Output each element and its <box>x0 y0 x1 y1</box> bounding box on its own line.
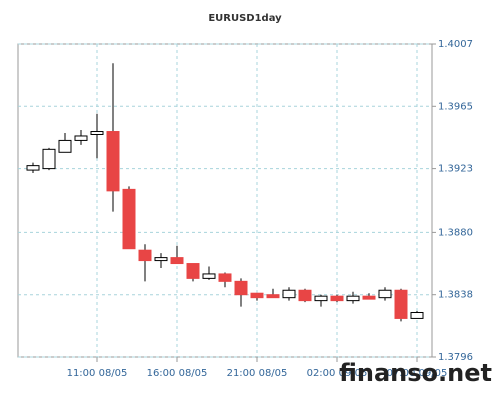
y-tick-label: 1.3838 <box>438 290 473 301</box>
candle-body <box>298 289 312 302</box>
x-tick-label: 07:00 09/05 <box>387 368 448 379</box>
candle-body <box>330 295 344 302</box>
candle-body <box>394 289 408 319</box>
x-tick-label: 16:00 08/05 <box>147 368 208 379</box>
candle-body <box>26 165 40 171</box>
candle-body <box>170 257 184 265</box>
y-tick-label: 1.3923 <box>438 164 473 175</box>
candle-body <box>250 292 264 299</box>
candle-body <box>90 131 104 135</box>
candle-body <box>106 131 120 192</box>
x-tick-label: 11:00 08/05 <box>67 368 128 379</box>
candle-body <box>266 294 280 299</box>
candle-body <box>234 280 248 296</box>
candle-body <box>410 311 424 319</box>
x-tick-label: 21:00 08/05 <box>227 368 288 379</box>
y-tick-label: 1.3965 <box>438 101 473 112</box>
watermark: finanso.net <box>339 359 492 387</box>
chart-title: EURUSD1day <box>208 13 282 24</box>
y-tick-label: 1.3880 <box>438 227 473 238</box>
x-tick-label: 02:00 09/05 <box>307 368 368 379</box>
y-tick-label: 1.3796 <box>438 352 473 363</box>
y-tick-label: 1.4007 <box>438 39 473 50</box>
candle-body <box>122 188 136 250</box>
candle-body <box>346 295 360 302</box>
candle-body <box>362 295 376 300</box>
candle-body <box>154 257 168 262</box>
candle-body <box>314 295 328 302</box>
candle-body <box>74 135 88 141</box>
candle-body <box>218 273 232 282</box>
candle-body <box>58 139 72 153</box>
candle-body <box>186 263 200 279</box>
candle-body <box>378 289 392 299</box>
candle-body <box>282 289 296 299</box>
candle-body <box>42 148 56 170</box>
candle-body <box>202 273 216 279</box>
plot-area <box>17 43 433 358</box>
candle-body <box>138 249 152 262</box>
